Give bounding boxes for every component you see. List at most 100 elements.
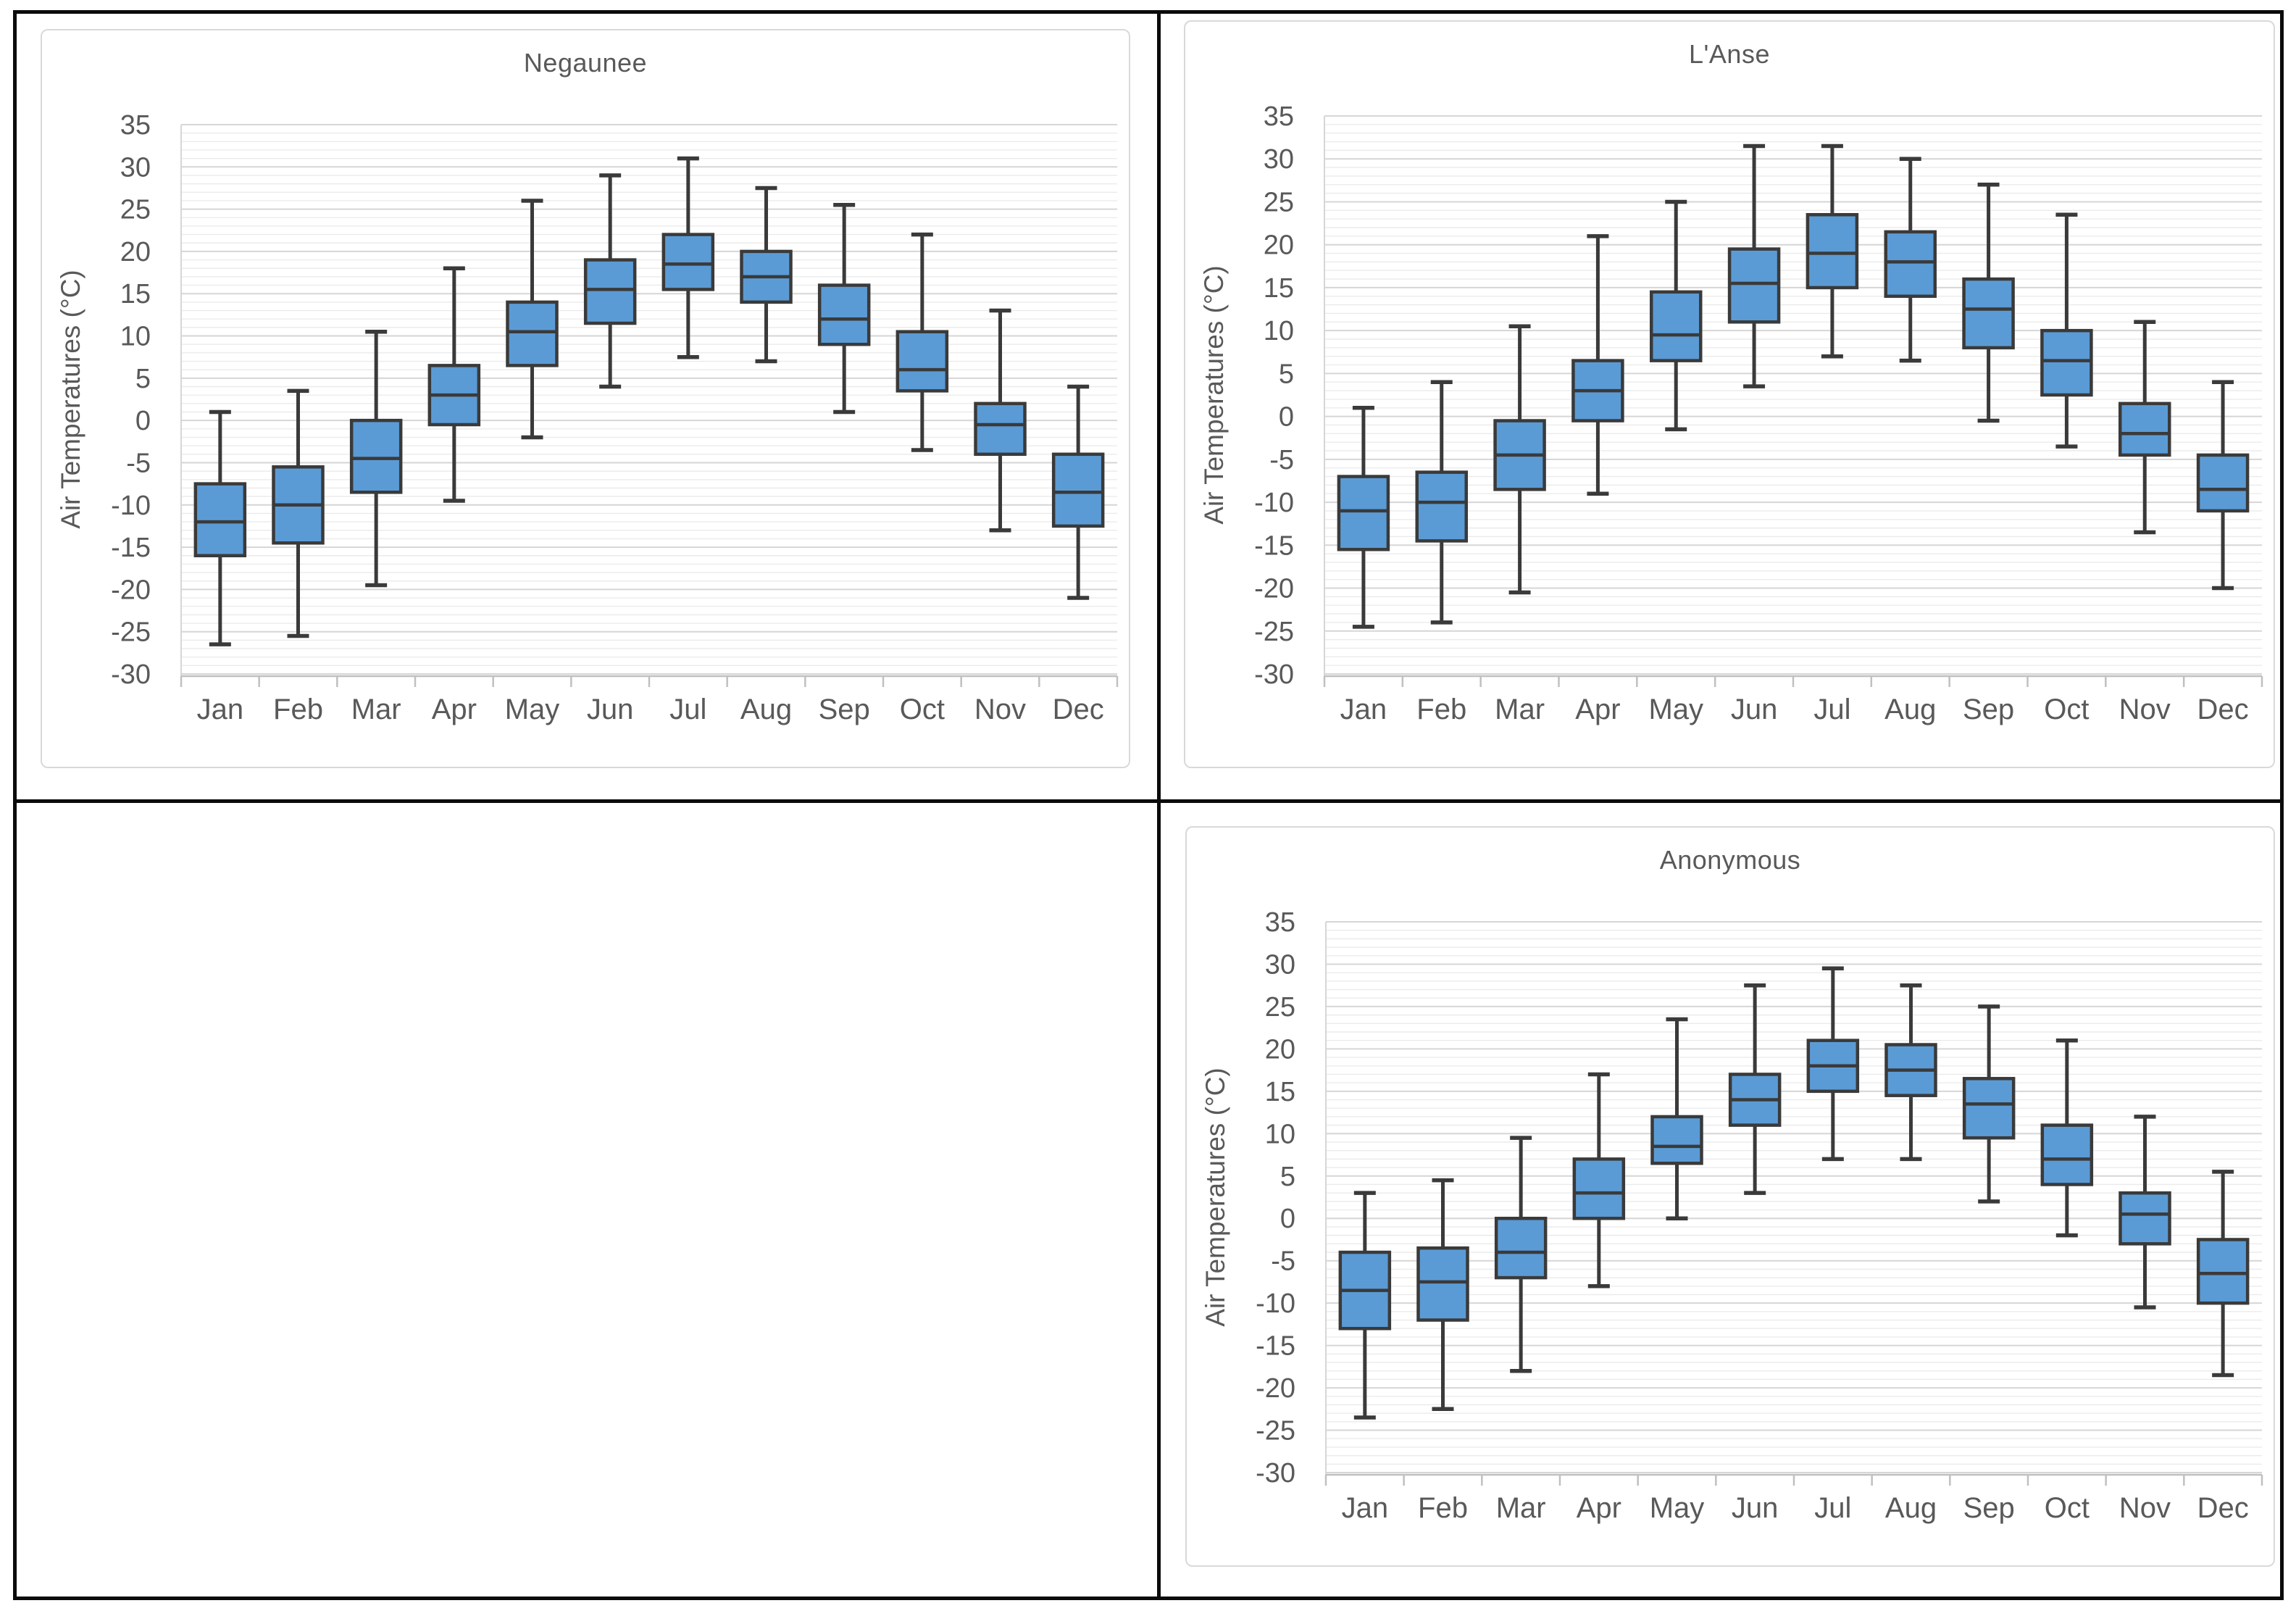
y-tick-label: -30 <box>1254 659 1294 690</box>
y-tick-label: 30 <box>1264 144 1294 175</box>
iqr-box <box>2118 401 2171 457</box>
x-tick-label: Sep <box>1963 1492 2015 1524</box>
box-dec <box>2196 380 2250 591</box>
box-mar <box>349 329 403 588</box>
iqr-box <box>1962 277 2015 350</box>
x-tick-label: Dec <box>2197 694 2249 725</box>
x-tick-label: Apr <box>1577 1492 1621 1524</box>
x-tick-label: May <box>505 694 560 725</box>
table-column-divider <box>1157 10 1161 1600</box>
y-axis-title: Air Temperatures (°C) <box>1199 265 1229 524</box>
y-tick-label: 35 <box>1265 907 1295 938</box>
box-oct <box>896 232 949 452</box>
iqr-box <box>1962 1077 2016 1140</box>
iqr-box <box>193 482 247 557</box>
box-may <box>1650 1017 1703 1220</box>
iqr-box <box>1806 212 1859 290</box>
iqr-box <box>1650 290 1703 362</box>
box-nov <box>2118 1115 2171 1310</box>
x-tick-label: Jun <box>1731 694 1778 725</box>
chart-title: Anonymous <box>1659 845 1801 875</box>
box-jan <box>1337 406 1390 629</box>
box-oct <box>2040 1038 2094 1238</box>
x-tick-label: Oct <box>2045 1492 2090 1524</box>
chart-title: L'Anse <box>1689 39 1770 69</box>
boxplot-canvas: Air Temperatures (°C) 35 30 25 20 15 10 5 0 -5 -1… <box>56 110 1119 725</box>
x-tick-label: Mar <box>1496 1492 1546 1524</box>
box-feb <box>272 388 325 638</box>
iqr-box <box>2040 328 2093 397</box>
x-tick-label: Apr <box>432 694 477 725</box>
iqr-box <box>1884 230 1937 299</box>
box-jun <box>583 173 637 389</box>
iqr-box <box>1650 1115 1703 1165</box>
box-jul <box>1806 966 1860 1162</box>
box-mar <box>1493 324 1546 595</box>
box-sep <box>1962 1004 2016 1204</box>
iqr-box <box>2196 1238 2250 1305</box>
box-feb <box>1415 380 1468 625</box>
iqr-box <box>1337 475 1390 551</box>
iqr-box <box>1572 1157 1626 1220</box>
y-tick-label: 30 <box>120 152 151 183</box>
iqr-box <box>2196 453 2250 513</box>
y-tick-label: 20 <box>1265 1034 1295 1065</box>
box-sep <box>817 203 871 415</box>
box-jul <box>661 156 715 359</box>
y-tick-label: 10 <box>1265 1119 1295 1149</box>
box-feb <box>1416 1178 1469 1412</box>
y-tick-label: -30 <box>1256 1458 1295 1489</box>
y-tick-label: -25 <box>1254 617 1294 647</box>
y-tick-label: 0 <box>135 406 151 436</box>
y-tick-label: -10 <box>1254 488 1294 518</box>
x-tick-label: Jun <box>587 694 634 725</box>
x-tick-label: Jan <box>1342 1492 1389 1524</box>
x-tick-label: Aug <box>1885 1492 1937 1524</box>
x-tick-label: May <box>1650 1492 1705 1524</box>
x-tick-label: Aug <box>1884 694 1936 725</box>
x-tick-label: Jul <box>1814 1492 1851 1524</box>
x-tick-label: Jan <box>197 694 244 725</box>
box-aug <box>740 186 793 364</box>
iqr-box <box>1415 470 1468 543</box>
y-tick-label: 0 <box>1279 402 1294 433</box>
chart-anonymous[interactable]: Anonymous Air Temperatures (°C) 35 30 25 20… <box>1185 826 2275 1567</box>
box-nov <box>974 308 1027 533</box>
x-tick-label: Mar <box>351 694 401 725</box>
y-tick-label: -5 <box>126 448 151 478</box>
boxplot-canvas: Air Temperatures (°C) 35 30 25 20 15 10 5 0 -5 -1… <box>1199 101 2263 725</box>
iqr-box <box>1727 247 1781 324</box>
box-aug <box>1884 983 1937 1162</box>
box-dec <box>1051 384 1105 600</box>
x-tick-label: Dec <box>2197 1492 2249 1524</box>
box-dec <box>2196 1170 2250 1378</box>
x-tick-label: Mar <box>1495 694 1545 725</box>
iqr-box <box>974 401 1027 457</box>
x-tick-label: Oct <box>2044 694 2089 725</box>
chart-lanse[interactable]: L'Anse Air Temperatures (°C) 35 30 25 20 15 1… <box>1184 20 2275 768</box>
x-tick-label: Nov <box>2119 694 2171 725</box>
chart-negaunee[interactable]: Negaunee Air Temperatures (°C) 35 30 25 20 1… <box>41 29 1130 768</box>
iqr-box <box>583 258 637 325</box>
iqr-box <box>896 330 949 393</box>
x-tick-label: Oct <box>900 694 945 725</box>
y-tick-label: 35 <box>1264 101 1294 132</box>
iqr-box <box>506 300 559 367</box>
box-sep <box>1962 183 2015 423</box>
iqr-box <box>817 283 871 346</box>
y-tick-label: 15 <box>1264 273 1294 304</box>
y-tick-label: -15 <box>1256 1331 1295 1362</box>
y-tick-label: -25 <box>1256 1416 1295 1446</box>
y-tick-label: 5 <box>1279 359 1294 389</box>
box-mar <box>1494 1136 1548 1373</box>
iqr-box <box>2040 1123 2094 1186</box>
y-tick-label: 0 <box>1280 1204 1295 1234</box>
box-aug <box>1884 157 1937 363</box>
y-tick-label: 5 <box>135 364 151 394</box>
y-axis-title: Air Temperatures (°C) <box>1201 1067 1230 1326</box>
box-apr <box>1571 234 1624 496</box>
y-tick-label: -20 <box>1256 1373 1295 1404</box>
y-tick-label: 15 <box>1265 1077 1295 1107</box>
iqr-box <box>1494 1216 1548 1280</box>
y-tick-label: -30 <box>111 659 151 690</box>
